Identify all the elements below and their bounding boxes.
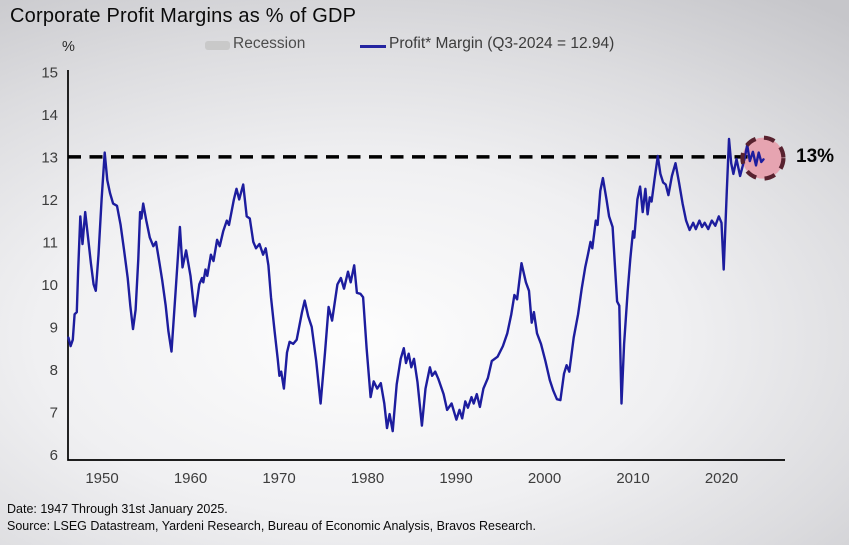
reference-line-value-label: 13% <box>796 146 835 167</box>
footer-source-line: Source: LSEG Datastream, Yardeni Researc… <box>7 518 536 533</box>
x-tick-label: 1990 <box>439 470 472 487</box>
x-tick-label: 1950 <box>85 470 118 487</box>
y-tick-label: 9 <box>50 319 58 336</box>
x-tick-label: 2020 <box>705 470 738 487</box>
highlight-circle-fill <box>742 137 784 179</box>
axes <box>67 70 785 461</box>
footer-date-line: Date: 1947 Through 31st January 2025. <box>7 502 228 516</box>
x-tick-label: 1970 <box>262 470 295 487</box>
y-tick-label: 12 <box>41 192 58 209</box>
y-tick-label: 14 <box>41 107 58 124</box>
footer-notes: Date: 1947 Through 31st January 2025. So… <box>7 501 536 534</box>
highlight-circle-border <box>740 135 786 181</box>
y-tick-label: 6 <box>50 447 58 464</box>
y-tick-label: 13 <box>41 149 58 166</box>
profit-margin-series-line <box>67 137 765 433</box>
y-tick-label: 15 <box>41 64 58 81</box>
profit-margin-legend-label: Profit* Margin (Q3-2024 = 12.94) <box>389 35 615 52</box>
y-tick-label: 8 <box>50 362 58 379</box>
recession-legend-swatch <box>205 41 230 50</box>
x-tick-label: 2000 <box>528 470 561 487</box>
y-axis-unit-label: % <box>62 39 75 55</box>
profit-margin-legend-line-marker <box>360 45 386 48</box>
x-tick-label: 1960 <box>174 470 207 487</box>
y-tick-label: 7 <box>50 404 58 421</box>
y-tick-label: 11 <box>42 234 58 251</box>
x-tick-label: 2010 <box>616 470 649 487</box>
y-tick-label: 10 <box>41 277 58 294</box>
recession-legend-label: Recession <box>233 35 306 52</box>
x-tick-label: 1980 <box>351 470 384 487</box>
chart-title: Corporate Profit Margins as % of GDP <box>10 5 357 27</box>
